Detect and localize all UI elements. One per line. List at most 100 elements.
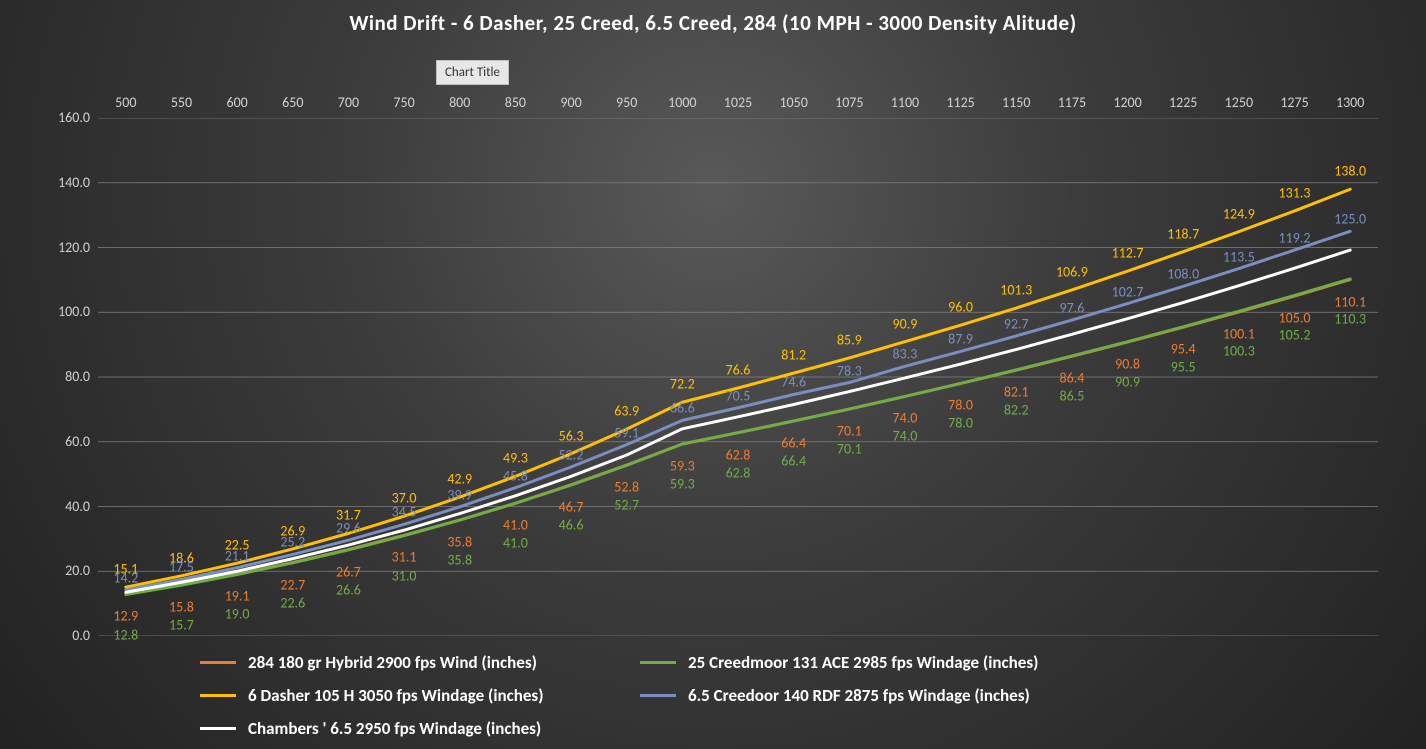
y-axis-tick: 160.0: [40, 109, 90, 126]
data-point-label: 82.2: [1004, 401, 1029, 418]
data-point-label: 81.2: [781, 347, 806, 364]
data-point-label: 66.4: [781, 435, 806, 452]
data-point-label: 106.9: [1056, 263, 1088, 280]
data-point-label: 124.9: [1223, 205, 1255, 222]
data-point-label: 100.1: [1223, 325, 1255, 342]
y-axis-tick: 80.0: [40, 368, 90, 385]
data-point-label: 59.3: [670, 476, 695, 493]
data-point-label: 85.9: [837, 331, 862, 348]
data-point-label: 110.1: [1334, 293, 1366, 310]
data-point-label: 90.9: [893, 315, 918, 332]
x-axis-tick: 1000: [657, 94, 707, 111]
y-axis-tick: 100.0: [40, 303, 90, 320]
data-point-label: 110.3: [1334, 310, 1366, 327]
legend-item: 25 Creedmoor 131 ACE 2985 fps Windage (i…: [640, 652, 1080, 673]
data-point-label: 56.3: [559, 427, 584, 444]
data-point-label: 78.0: [948, 397, 973, 414]
x-axis-tick: 850: [490, 94, 540, 111]
data-point-label: 95.4: [1171, 341, 1196, 358]
data-point-label: 22.7: [280, 576, 305, 593]
data-point-label: 41.0: [503, 535, 528, 552]
x-axis-tick: 1075: [824, 94, 874, 111]
legend-swatch: [640, 694, 676, 697]
legend-label: 6 Dasher 105 H 3050 fps Windage (inches): [248, 685, 544, 706]
legend-label: 284 180 gr Hybrid 2900 fps Wind (inches): [248, 652, 537, 673]
x-axis-tick: 800: [435, 94, 485, 111]
legend-swatch: [200, 661, 236, 664]
data-point-label: 12.8: [113, 626, 138, 643]
data-point-label: 74.6: [781, 374, 806, 391]
chart-container: Wind Drift - 6 Dasher, 25 Creed, 6.5 Cre…: [0, 0, 1426, 749]
data-point-label: 15.8: [169, 598, 194, 615]
data-point-label: 119.2: [1279, 230, 1311, 247]
x-axis-tick: 950: [602, 94, 652, 111]
data-point-label: 15.7: [169, 617, 194, 634]
legend-swatch: [200, 727, 236, 730]
data-point-label: 131.3: [1279, 184, 1311, 201]
data-point-label: 52.8: [614, 479, 639, 496]
data-point-label: 17.5: [169, 559, 194, 576]
data-point-label: 74.0: [893, 428, 918, 445]
data-point-label: 12.9: [113, 608, 138, 625]
data-point-label: 74.0: [893, 410, 918, 427]
chart-title-placeholder[interactable]: Chart Title: [436, 60, 509, 85]
data-point-label: 100.3: [1223, 343, 1255, 360]
data-point-label: 96.0: [948, 299, 973, 316]
y-axis-tick: 60.0: [40, 433, 90, 450]
data-point-label: 78.0: [948, 415, 973, 432]
legend-item: 6 Dasher 105 H 3050 fps Windage (inches): [200, 685, 640, 706]
data-point-label: 82.1: [1004, 384, 1029, 401]
data-point-label: 92.7: [1004, 315, 1029, 332]
x-axis-tick: 650: [268, 94, 318, 111]
data-point-label: 19.0: [225, 606, 250, 623]
data-point-label: 26.6: [336, 581, 361, 598]
data-point-label: 125.0: [1334, 211, 1366, 228]
y-axis-tick: 120.0: [40, 239, 90, 256]
data-point-label: 90.9: [1115, 373, 1140, 390]
data-point-label: 45.8: [503, 467, 528, 484]
data-point-label: 76.6: [726, 362, 751, 379]
data-point-label: 101.3: [1000, 282, 1032, 299]
data-point-label: 66.4: [781, 453, 806, 470]
data-point-label: 102.7: [1112, 283, 1144, 300]
data-point-label: 46.7: [559, 498, 584, 515]
data-point-label: 29.6: [336, 520, 361, 537]
data-point-label: 41.0: [503, 517, 528, 534]
data-point-label: 21.1: [225, 547, 250, 564]
data-point-label: 31.1: [392, 549, 417, 566]
data-point-label: 138.0: [1334, 163, 1366, 180]
legend: 284 180 gr Hybrid 2900 fps Wind (inches)…: [200, 648, 1200, 747]
legend-label: 6.5 Creedoor 140 RDF 2875 fps Windage (i…: [688, 685, 1030, 706]
y-axis-tick: 0.0: [40, 627, 90, 644]
legend-label: 25 Creedmoor 131 ACE 2985 fps Windage (i…: [688, 652, 1038, 673]
x-axis-tick: 1250: [1214, 94, 1264, 111]
data-point-label: 46.6: [559, 517, 584, 534]
data-point-label: 62.8: [726, 464, 751, 481]
data-point-label: 42.9: [447, 471, 472, 488]
chart-title: Wind Drift - 6 Dasher, 25 Creed, 6.5 Cre…: [0, 10, 1426, 36]
data-point-label: 62.8: [726, 446, 751, 463]
data-point-label: 90.8: [1115, 356, 1140, 373]
x-axis-tick: 1200: [1103, 94, 1153, 111]
data-point-label: 34.5: [392, 504, 417, 521]
data-point-label: 14.2: [113, 570, 138, 587]
x-axis-tick: 750: [379, 94, 429, 111]
x-axis-tick: 1225: [1158, 94, 1208, 111]
x-axis-tick: 1125: [936, 94, 986, 111]
data-point-label: 49.3: [503, 450, 528, 467]
data-point-label: 19.1: [225, 588, 250, 605]
x-axis-tick: 1050: [769, 94, 819, 111]
data-point-label: 86.5: [1059, 387, 1084, 404]
x-axis-tick: 1150: [991, 94, 1041, 111]
data-point-label: 113.5: [1223, 248, 1255, 265]
x-axis-tick: 500: [101, 94, 151, 111]
x-axis-tick: 1175: [1047, 94, 1097, 111]
x-axis-tick: 1275: [1270, 94, 1320, 111]
data-point-label: 70.5: [726, 387, 751, 404]
data-point-label: 97.6: [1059, 300, 1084, 317]
y-axis-tick: 40.0: [40, 498, 90, 515]
x-axis-tick: 600: [212, 94, 262, 111]
data-point-label: 31.0: [392, 567, 417, 584]
x-axis-tick: 900: [546, 94, 596, 111]
legend-item: Chambers ' 6.5 2950 fps Windage (inches): [200, 718, 640, 739]
